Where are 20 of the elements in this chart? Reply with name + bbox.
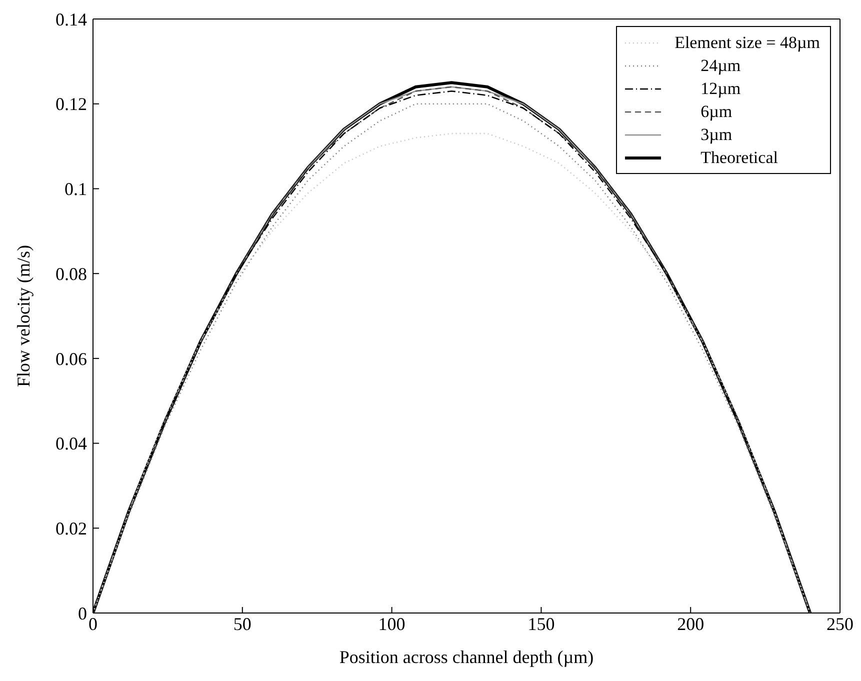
y-tick-label: 0.1 [64, 179, 87, 200]
legend-label: 24µm [700, 56, 741, 76]
x-tick-label: 200 [677, 614, 704, 634]
legend-label: Theoretical [700, 148, 778, 168]
legend-label: 6µm [700, 102, 732, 122]
y-axis-title: Flow velocity (m/s) [13, 245, 34, 387]
x-tick-label: 250 [826, 614, 854, 634]
y-tick-label: 0.06 [56, 348, 87, 369]
y-tick-label: 0.12 [56, 94, 87, 114]
x-axis-title: Position across channel depth (µm) [339, 647, 594, 667]
legend-label: Element size = 48µm [674, 32, 820, 52]
y-tick-label: 0.08 [56, 264, 87, 284]
legend-label: 3µm [700, 124, 732, 144]
y-tick-label: 0.04 [56, 434, 87, 454]
legend-label: 12µm [700, 78, 741, 98]
x-tick-label: 150 [528, 614, 555, 634]
x-tick-label: 50 [233, 614, 252, 634]
x-tick-label: 100 [378, 614, 406, 634]
y-tick-label: 0.14 [56, 9, 87, 30]
y-tick-label: 0.02 [56, 518, 87, 539]
